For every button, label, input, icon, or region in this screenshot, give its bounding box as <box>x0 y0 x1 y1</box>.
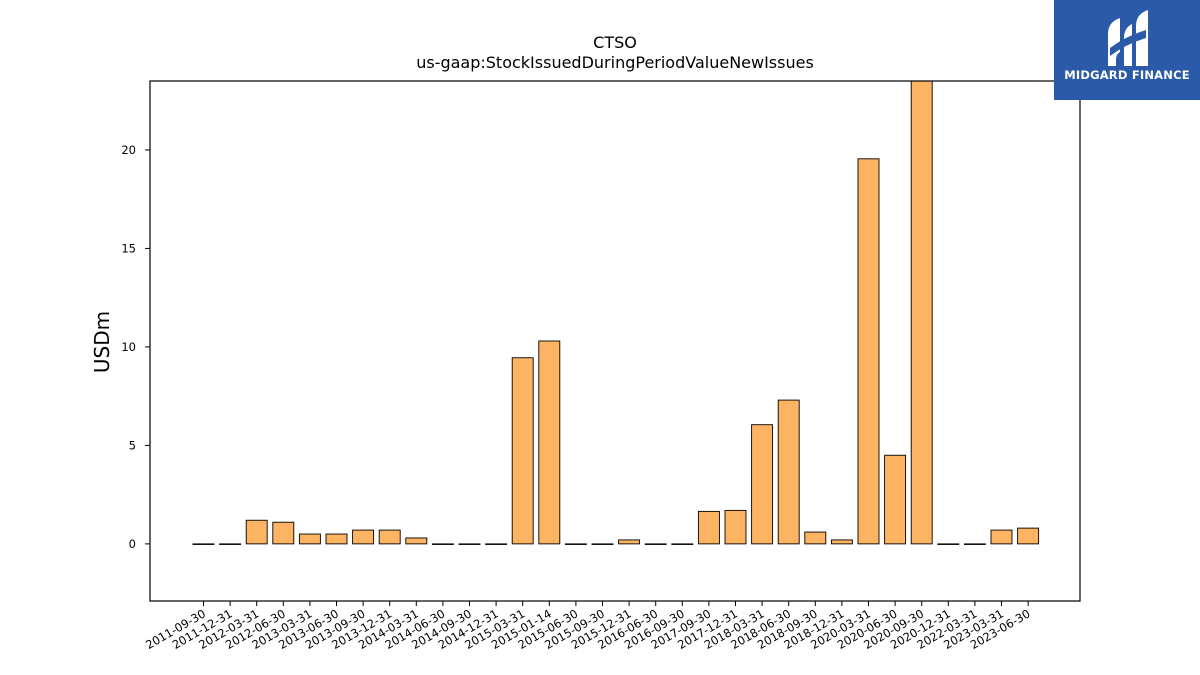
bar <box>697 510 720 545</box>
y-tick-label: 10 <box>121 340 136 354</box>
bar <box>272 521 295 545</box>
bar <box>830 539 853 545</box>
bar <box>884 454 907 545</box>
plot-frame <box>149 80 1081 602</box>
y-tick-label: 15 <box>121 241 136 255</box>
y-tick-label: 5 <box>129 438 136 452</box>
bar <box>591 543 614 545</box>
y-tick-label: 0 <box>129 537 136 551</box>
y-axis-label: USDm <box>90 311 114 373</box>
bar <box>857 158 880 545</box>
bar <box>219 543 242 545</box>
bar <box>963 543 986 545</box>
bar <box>485 543 508 545</box>
bar <box>777 399 800 545</box>
bar <box>671 543 694 545</box>
logo-mark-icon <box>1108 10 1148 66</box>
y-tick-label: 20 <box>121 143 136 157</box>
bar <box>538 340 561 545</box>
chart-subtitle: us-gaap:StockIssuedDuringPeriodValueNewI… <box>416 53 814 72</box>
bar <box>431 543 454 545</box>
bar <box>804 531 827 545</box>
bar <box>618 539 641 545</box>
x-axis: 2011-09-302011-12-312012-03-312012-06-30… <box>143 601 1033 652</box>
bar <box>352 529 375 545</box>
bar <box>564 543 587 545</box>
bar <box>910 80 933 545</box>
bar <box>511 357 534 545</box>
bar <box>751 424 774 545</box>
bar <box>378 529 401 545</box>
bars-group <box>192 80 1040 545</box>
bar <box>1017 527 1040 545</box>
bar <box>458 543 481 545</box>
chart-title: CTSO <box>593 33 637 52</box>
bar <box>192 543 215 545</box>
brand-logo: MIDGARD FINANCE <box>1054 0 1200 100</box>
bar <box>245 519 268 545</box>
bar <box>724 509 747 545</box>
y-axis: 0 5 10 15 20 <box>121 143 150 551</box>
bar <box>644 543 667 545</box>
bar <box>990 529 1013 545</box>
brand-name: MIDGARD FINANCE <box>1064 68 1190 82</box>
bar <box>298 533 321 545</box>
bar <box>937 543 960 545</box>
bar <box>405 537 428 545</box>
bar <box>325 533 348 545</box>
